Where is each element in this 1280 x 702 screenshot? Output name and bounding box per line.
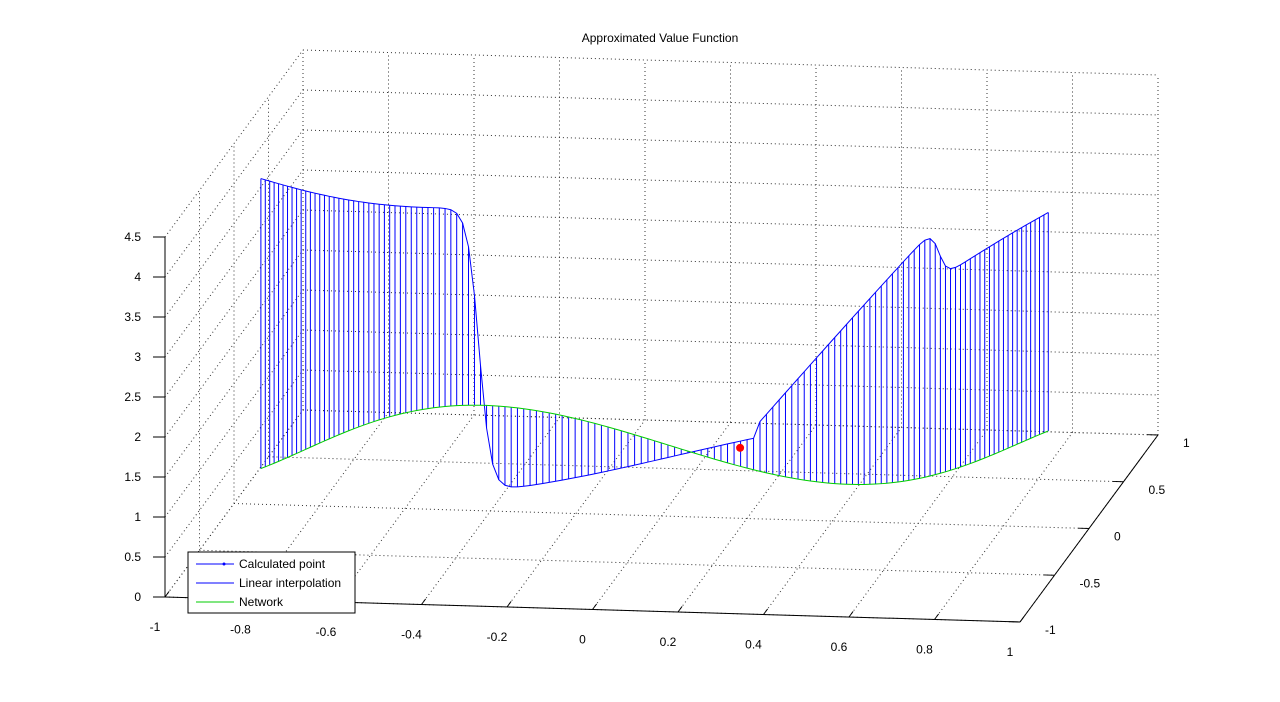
grid-line xyxy=(302,169,1159,196)
grid-line xyxy=(164,249,304,438)
grid-line xyxy=(250,412,389,600)
legend-marker-calculated xyxy=(222,562,226,566)
x-tick-label: -0.8 xyxy=(230,623,251,637)
z-tick-label: 2 xyxy=(134,430,141,444)
x-tick-label: 0.4 xyxy=(745,638,762,652)
z-tick-label: 4 xyxy=(134,270,141,284)
x-tick-mark xyxy=(1019,616,1025,623)
x-tick-mark xyxy=(677,606,683,613)
grid-line xyxy=(302,409,1159,436)
x-tick-label: 0 xyxy=(579,633,586,647)
grid-line xyxy=(164,329,304,518)
grid-line xyxy=(164,289,304,478)
grid-line xyxy=(592,422,731,610)
legend-entry-calculated: Calculated point xyxy=(239,557,326,571)
tick-labels: -1 -0.8 -0.6 -0.4 -0.2 0 0.2 0.4 0.6 0.8 1 -1 -0.5 0 0… xyxy=(124,230,1190,659)
x-tick-mark xyxy=(164,591,170,598)
grid-line xyxy=(763,427,902,615)
grid-line xyxy=(302,289,1159,316)
x-tick-label: -0.2 xyxy=(487,630,508,644)
legend-entry-linear: Linear interpolation xyxy=(239,576,341,590)
x-tick-label: 0.2 xyxy=(660,635,677,649)
network-curve xyxy=(260,404,1049,485)
grid-line xyxy=(164,209,304,398)
y-tick-label: 0 xyxy=(1114,530,1121,544)
grid-line xyxy=(302,129,1159,156)
z-tick-label: 4.5 xyxy=(124,230,141,244)
grid-line xyxy=(164,169,304,358)
y-tick-label: 1 xyxy=(1183,436,1190,450)
grid-line xyxy=(302,369,1159,396)
grid-line xyxy=(302,49,1159,76)
x-tick-mark xyxy=(506,601,512,608)
plot-area xyxy=(260,178,1049,488)
x-tick-mark xyxy=(934,613,940,620)
grid-line xyxy=(934,432,1073,620)
x-tick-label: -0.4 xyxy=(401,628,422,642)
grid-line xyxy=(233,503,1090,529)
y-tick-label: 0.5 xyxy=(1149,483,1166,497)
grid-line xyxy=(199,549,1055,576)
z-tick-label: 0 xyxy=(134,590,141,604)
grid-line xyxy=(506,419,646,608)
grid-line xyxy=(302,249,1159,276)
chart-title: Approximated Value Function xyxy=(582,31,739,45)
z-tick-label: 3 xyxy=(134,350,141,364)
grid-line xyxy=(302,89,1159,116)
grid-line xyxy=(164,129,304,318)
z-tick-label: 1 xyxy=(134,510,141,524)
calculated-point xyxy=(736,443,745,452)
grid-line xyxy=(164,89,304,278)
x-tick-label: 0.8 xyxy=(916,643,933,657)
x-tick-mark xyxy=(763,608,769,615)
grid-line xyxy=(164,49,304,238)
z-tick-label: 2.5 xyxy=(124,390,141,404)
grid-line xyxy=(164,369,304,558)
x-tick-label: 0.6 xyxy=(831,640,848,654)
legend: Calculated point Linear interpolation Ne… xyxy=(187,551,356,614)
x-tick-label: -0.6 xyxy=(316,625,337,639)
z-tick-label: 1.5 xyxy=(124,470,141,484)
grid-line xyxy=(164,409,304,598)
z-tick-label: 3.5 xyxy=(124,310,141,324)
x-tick-mark xyxy=(421,598,427,605)
legend-entry-network: Network xyxy=(239,595,284,609)
y-tick-label: -0.5 xyxy=(1080,576,1101,590)
y-tick-label: -1 xyxy=(1045,623,1056,637)
x-tick-label: 1 xyxy=(1007,645,1014,659)
x-tick-mark xyxy=(592,603,598,610)
grid-line xyxy=(677,424,817,613)
x-tick-mark xyxy=(848,611,854,618)
grid-line xyxy=(302,329,1159,356)
grid-line xyxy=(335,414,475,603)
x-tick-label: -1 xyxy=(150,620,161,634)
interpolation-curve xyxy=(260,178,1049,488)
grid-line xyxy=(268,456,1124,483)
z-tick-label: 0.5 xyxy=(124,550,141,564)
